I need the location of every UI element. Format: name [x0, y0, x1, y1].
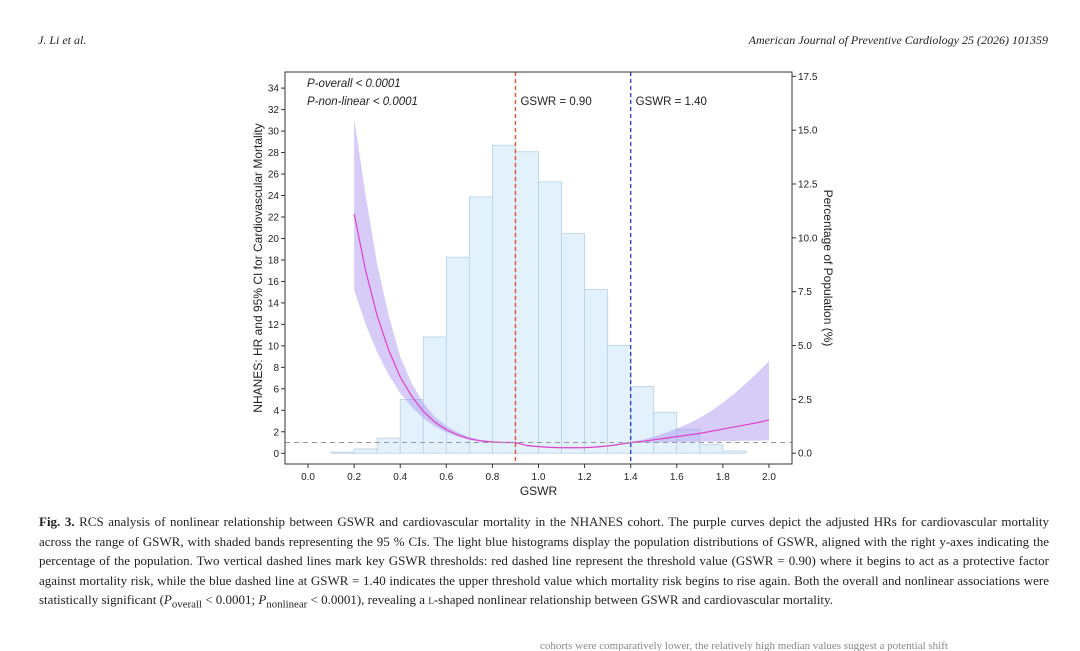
p-nonlinear-annotation: P-non-linear < 0.0001	[307, 96, 418, 108]
y-right-tick-label: 17.5	[798, 72, 818, 83]
threshold-low-label: GSWR = 0.90	[520, 96, 591, 108]
y-left-tick-label: 34	[268, 84, 280, 95]
y-left-tick-label: 6	[273, 384, 279, 395]
histogram-bar	[376, 437, 401, 454]
caption-text-end: -shaped nonlinear relationship between G…	[433, 592, 833, 607]
ci-band	[354, 118, 769, 449]
histogram-bar	[422, 336, 447, 454]
histogram-bar	[722, 450, 747, 454]
y-right-tick-label: 2.5	[798, 395, 812, 406]
x-tick-label: 1.6	[670, 472, 684, 483]
y-right-tick-label: 0.0	[798, 449, 812, 460]
y-left-tick-label: 22	[268, 212, 280, 223]
y-left-tick-label: 24	[268, 191, 280, 202]
running-head-journal: American Journal of Preventive Cardiolog…	[748, 33, 1048, 47]
x-tick-label: 0.0	[301, 472, 315, 483]
x-tick-label: 0.8	[485, 472, 499, 483]
histogram-bar	[468, 196, 493, 454]
axis-layer: 0.0 0.2 0.4 0.6 0.8 1.0 1.2 1.4 1.6 1.8 2.00246810…	[251, 71, 835, 498]
y-left-tick-label: 8	[273, 363, 279, 374]
y-left-tick-label: 26	[268, 170, 280, 181]
p-overall-annotation: P-overall < 0.0001	[307, 78, 401, 90]
histogram-layer	[330, 144, 747, 454]
y-left-tick-label: 0	[273, 449, 279, 460]
histogram-bar	[561, 233, 585, 454]
caption-pvalue-2: < 0.0001), revealing a	[307, 592, 429, 607]
histogram-bar	[630, 386, 655, 454]
histogram-bar	[492, 144, 516, 454]
threshold-high-label: GSWR = 1.40	[636, 96, 707, 108]
caption-subscript-nonlinear: nonlinear	[266, 598, 308, 611]
y-left-tick-label: 2	[273, 427, 279, 438]
hr-curve	[353, 213, 770, 449]
histogram-bar	[607, 345, 632, 454]
histogram-bar	[584, 289, 609, 454]
caption-l-letter: l	[428, 592, 434, 607]
x-tick-label: 0.6	[439, 472, 453, 483]
histogram-bar	[515, 151, 539, 454]
y-left-tick-label: 32	[268, 105, 280, 116]
x-tick-label: 2.0	[762, 472, 776, 483]
hr-curve-layer	[353, 213, 770, 449]
y-right-tick-label: 15.0	[798, 126, 818, 137]
x-tick-label: 0.4	[393, 472, 407, 483]
y-right-tick-label: 7.5	[798, 287, 812, 298]
histogram-bar	[445, 256, 470, 454]
y-left-tick-label: 10	[268, 341, 280, 352]
caption-subscript-overall: overall	[171, 598, 202, 611]
histogram-bar	[330, 451, 355, 454]
y-left-tick-label: 14	[268, 298, 280, 309]
y-left-tick-label: 16	[268, 277, 280, 288]
running-head-authors: J. Li et al.	[38, 33, 87, 47]
y-left-tick-label: 20	[268, 234, 280, 245]
y-right-tick-label: 10.0	[798, 233, 818, 244]
y-left-axis-label: NHANES: HR and 95% CI for Cardiovascular…	[251, 123, 265, 412]
y-right-axis-label: Percentage of Population (%)	[821, 190, 835, 347]
y-left-tick-label: 4	[273, 406, 279, 417]
next-paragraph-fragment: cohorts were comparatively lower, the re…	[540, 640, 948, 651]
caption-text: RCS analysis of nonlinear relationship b…	[39, 514, 1049, 607]
x-tick-label: 1.4	[624, 472, 638, 483]
y-right-tick-label: 5.0	[798, 341, 812, 352]
annotation-layer: P-overall < 0.0001 P-non-linear < 0.0001 G…	[285, 72, 792, 464]
caption-label: Fig. 3.	[39, 514, 75, 529]
y-left-tick-label: 30	[268, 127, 280, 138]
x-tick-label: 1.8	[716, 472, 730, 483]
caption-p-symbol-1: P	[163, 592, 172, 607]
ci-band-layer	[354, 118, 769, 449]
x-tick-label: 1.2	[578, 472, 592, 483]
histogram-bar	[538, 181, 562, 454]
y-left-tick-label: 12	[268, 320, 280, 331]
caption-p-symbol-2: P	[258, 592, 267, 607]
figure-caption: Fig. 3. RCS analysis of nonlinear relati…	[39, 512, 1049, 615]
caption-pvalue-1: < 0.0001;	[201, 592, 259, 607]
x-axis-label: GSWR	[520, 484, 558, 498]
histogram-bar	[699, 444, 724, 454]
x-tick-label: 1.0	[532, 472, 546, 483]
y-right-tick-label: 12.5	[798, 180, 818, 191]
rcs-figure: P-overall < 0.0001 P-non-linear < 0.0001 G…	[251, 71, 835, 498]
y-left-tick-label: 28	[268, 148, 280, 159]
y-left-tick-label: 18	[268, 255, 280, 266]
histogram-bar	[353, 448, 378, 454]
x-tick-label: 0.2	[347, 472, 361, 483]
